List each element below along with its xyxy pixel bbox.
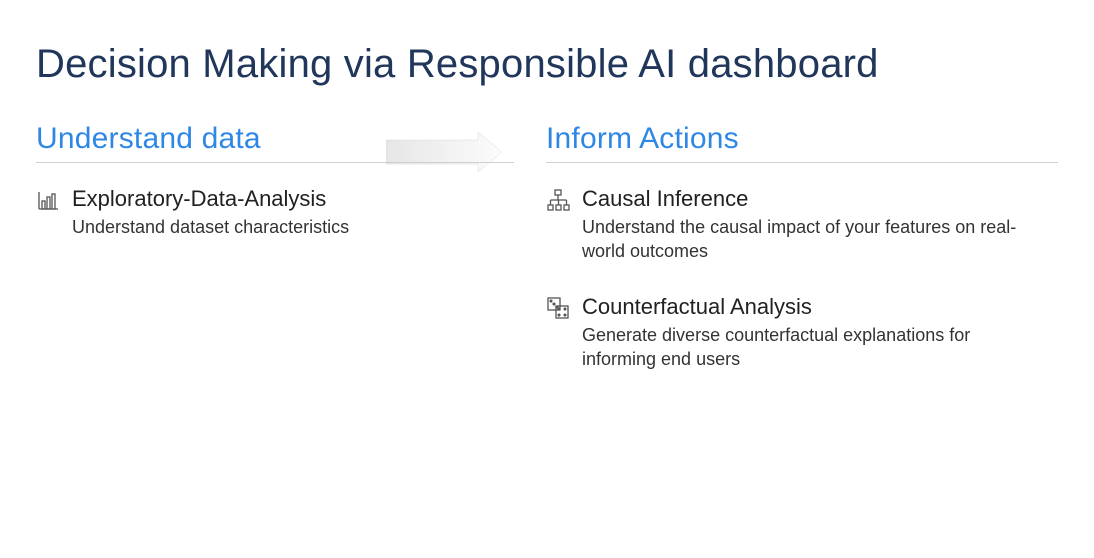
item-title: Causal Inference <box>582 185 1018 213</box>
columns-container: Understand data Exploratory-Data-Analysi… <box>0 122 1094 401</box>
item-eda: Exploratory-Data-Analysis Understand dat… <box>36 185 514 239</box>
right-heading: Inform Actions <box>546 122 1058 162</box>
item-causal: Causal Inference Understand the causal i… <box>546 185 1058 263</box>
item-title: Exploratory-Data-Analysis <box>72 185 474 213</box>
hierarchy-icon <box>546 188 570 212</box>
right-divider <box>546 162 1058 163</box>
left-column: Understand data Exploratory-Data-Analysi… <box>36 122 514 401</box>
item-counterfactual: Counterfactual Analysis Generate diverse… <box>546 293 1058 371</box>
right-column: Inform Actions Causal Inference Und <box>514 122 1058 401</box>
left-heading: Understand data <box>36 122 514 162</box>
item-title: Counterfactual Analysis <box>582 293 1018 321</box>
dice-icon <box>546 296 570 320</box>
item-desc: Understand the causal impact of your fea… <box>582 215 1018 264</box>
page-title: Decision Making via Responsible AI dashb… <box>0 0 1094 87</box>
left-divider <box>36 162 514 163</box>
bar-chart-icon <box>36 188 60 212</box>
item-desc: Understand dataset characteristics <box>72 215 474 239</box>
item-desc: Generate diverse counterfactual explanat… <box>582 323 1018 372</box>
